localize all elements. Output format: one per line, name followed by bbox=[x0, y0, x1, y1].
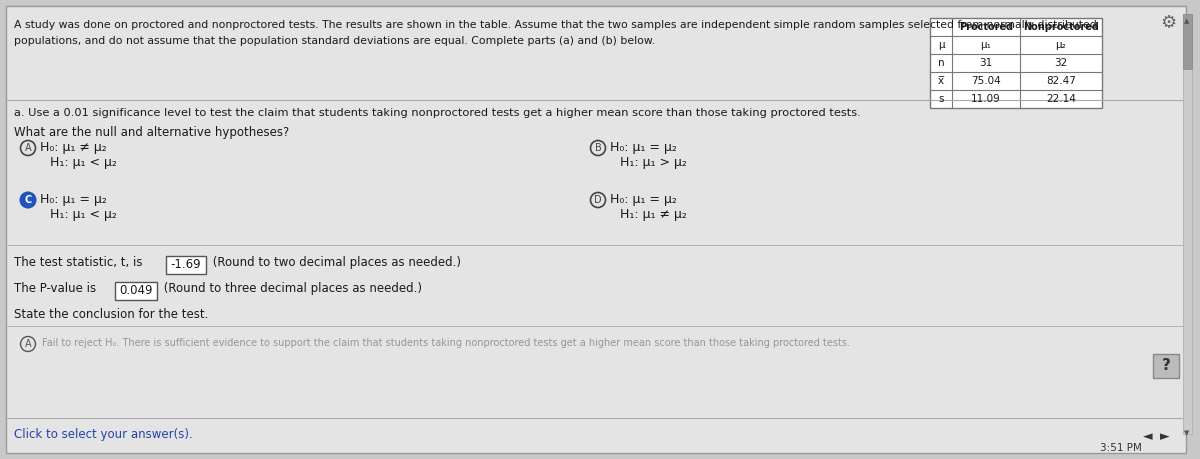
Text: ►: ► bbox=[1160, 430, 1170, 443]
Text: State the conclusion for the test.: State the conclusion for the test. bbox=[14, 308, 209, 321]
Text: The P-value is: The P-value is bbox=[14, 282, 100, 295]
Text: Proctored: Proctored bbox=[959, 22, 1013, 32]
Text: (Round to two decimal places as needed.): (Round to two decimal places as needed.) bbox=[209, 256, 461, 269]
Text: H₁: μ₁ < μ₂: H₁: μ₁ < μ₂ bbox=[50, 208, 118, 221]
FancyBboxPatch shape bbox=[1153, 354, 1178, 378]
Circle shape bbox=[20, 192, 36, 207]
FancyBboxPatch shape bbox=[6, 6, 1186, 453]
Text: A: A bbox=[25, 339, 31, 349]
Text: ▼: ▼ bbox=[1184, 430, 1189, 436]
Text: populations, and do not assume that the population standard deviations are equal: populations, and do not assume that the … bbox=[14, 36, 655, 46]
Text: 31: 31 bbox=[979, 58, 992, 68]
Text: Fail to reject H₀. There is sufficient evidence to support the claim that studen: Fail to reject H₀. There is sufficient e… bbox=[42, 338, 850, 348]
Text: ?: ? bbox=[1162, 358, 1170, 374]
Text: H₀: μ₁ = μ₂: H₀: μ₁ = μ₂ bbox=[611, 141, 677, 154]
Text: μ: μ bbox=[937, 40, 944, 50]
FancyBboxPatch shape bbox=[166, 256, 206, 274]
Text: 11.09: 11.09 bbox=[971, 94, 1001, 104]
Text: B: B bbox=[595, 143, 601, 153]
Text: H₁: μ₁ ≠ μ₂: H₁: μ₁ ≠ μ₂ bbox=[620, 208, 688, 221]
Text: ◄: ◄ bbox=[1144, 430, 1153, 443]
Text: ▲: ▲ bbox=[1184, 18, 1189, 24]
Text: μ₂: μ₂ bbox=[1056, 40, 1067, 50]
Text: A: A bbox=[25, 143, 31, 153]
Text: -1.69: -1.69 bbox=[170, 258, 202, 272]
Text: H₀: μ₁ = μ₂: H₀: μ₁ = μ₂ bbox=[611, 193, 677, 206]
FancyBboxPatch shape bbox=[115, 282, 157, 300]
Text: 82.47: 82.47 bbox=[1046, 76, 1076, 86]
Text: D: D bbox=[594, 195, 602, 205]
Text: What are the null and alternative hypotheses?: What are the null and alternative hypoth… bbox=[14, 126, 289, 139]
Text: Click to select your answer(s).: Click to select your answer(s). bbox=[14, 428, 193, 441]
Text: n: n bbox=[937, 58, 944, 68]
Text: 32: 32 bbox=[1055, 58, 1068, 68]
Text: H₁: μ₁ > μ₂: H₁: μ₁ > μ₂ bbox=[620, 156, 688, 169]
Text: (Round to three decimal places as needed.): (Round to three decimal places as needed… bbox=[160, 282, 422, 295]
Text: s: s bbox=[938, 94, 943, 104]
Text: x̅: x̅ bbox=[938, 76, 944, 86]
Text: H₀: μ₁ = μ₂: H₀: μ₁ = μ₂ bbox=[41, 193, 107, 206]
Text: 22.14: 22.14 bbox=[1046, 94, 1076, 104]
Text: a. Use a 0.01 significance level to test the claim that students taking nonproct: a. Use a 0.01 significance level to test… bbox=[14, 108, 860, 118]
Text: 0.049: 0.049 bbox=[119, 285, 152, 297]
Text: C: C bbox=[24, 195, 31, 205]
FancyBboxPatch shape bbox=[930, 18, 1102, 108]
FancyBboxPatch shape bbox=[1183, 14, 1192, 434]
Text: H₀: μ₁ ≠ μ₂: H₀: μ₁ ≠ μ₂ bbox=[41, 141, 107, 154]
Text: μ₁: μ₁ bbox=[980, 40, 991, 50]
Text: ⚙: ⚙ bbox=[1160, 14, 1176, 32]
Text: 3:51 PM: 3:51 PM bbox=[1100, 443, 1142, 453]
Text: Nonproctored: Nonproctored bbox=[1024, 22, 1099, 32]
Text: The test statistic, t, is: The test statistic, t, is bbox=[14, 256, 146, 269]
Text: H₁: μ₁ < μ₂: H₁: μ₁ < μ₂ bbox=[50, 156, 118, 169]
Text: 75.04: 75.04 bbox=[971, 76, 1001, 86]
Text: A study was done on proctored and nonproctored tests. The results are shown in t: A study was done on proctored and nonpro… bbox=[14, 20, 1097, 30]
FancyBboxPatch shape bbox=[1183, 14, 1192, 69]
